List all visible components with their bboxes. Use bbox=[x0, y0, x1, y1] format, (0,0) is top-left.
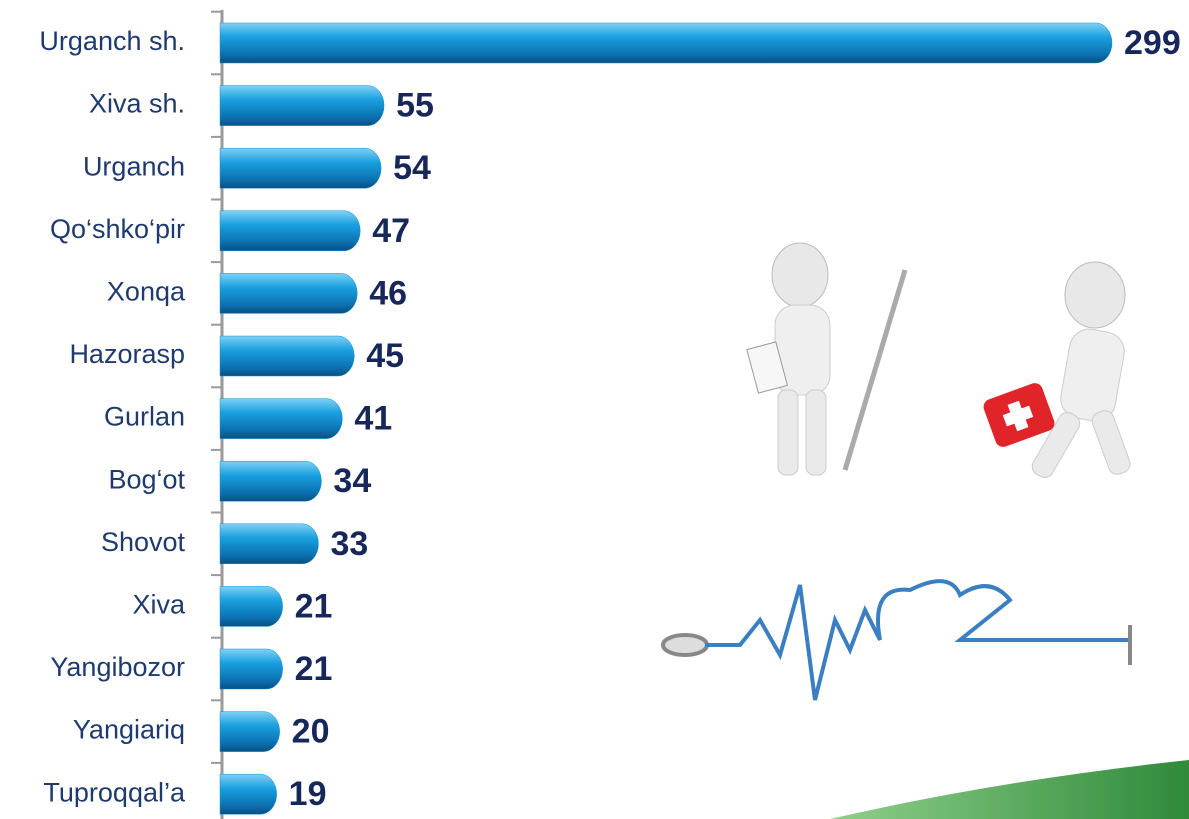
bar bbox=[219, 523, 319, 565]
category-label: Gurlan bbox=[104, 402, 185, 432]
bar bbox=[219, 147, 382, 189]
value-label: 21 bbox=[295, 587, 333, 625]
category-label: Shovot bbox=[101, 527, 186, 557]
bar bbox=[219, 210, 361, 252]
bar bbox=[219, 22, 1113, 64]
decorative-swoosh bbox=[830, 760, 1189, 819]
value-label: 55 bbox=[396, 87, 434, 125]
doctor-illustration bbox=[746, 242, 908, 476]
category-label: Yangibozor bbox=[50, 652, 185, 682]
bar bbox=[219, 460, 322, 502]
bar bbox=[219, 773, 277, 815]
category-label: Bog‘ot bbox=[108, 464, 185, 494]
value-label: 47 bbox=[372, 212, 410, 250]
bar bbox=[219, 335, 355, 377]
value-label: 54 bbox=[393, 149, 431, 187]
value-label: 46 bbox=[369, 274, 407, 312]
value-label: 45 bbox=[366, 337, 404, 375]
value-label: 20 bbox=[292, 713, 330, 751]
bar bbox=[219, 648, 283, 690]
category-label: Hazorasp bbox=[69, 339, 185, 369]
value-label: 21 bbox=[295, 650, 333, 688]
bar bbox=[219, 85, 385, 126]
category-label: Xiva bbox=[132, 590, 186, 620]
bar bbox=[219, 711, 280, 752]
value-label: 34 bbox=[333, 462, 371, 500]
bar bbox=[219, 273, 358, 314]
value-label: 33 bbox=[330, 525, 368, 563]
value-label: 19 bbox=[289, 775, 327, 813]
category-label: Xiva sh. bbox=[89, 89, 185, 119]
bar bbox=[219, 586, 283, 627]
value-label: 299 bbox=[1124, 24, 1181, 62]
stethoscope-heartbeat bbox=[661, 579, 1132, 701]
category-label: Yangiariq bbox=[73, 715, 185, 745]
category-label: Xonqa bbox=[107, 277, 186, 307]
category-label: Qo‘shko‘pir bbox=[50, 214, 185, 244]
bar bbox=[219, 398, 343, 439]
category-label: Urganch sh. bbox=[39, 26, 185, 56]
category-label: Urganch bbox=[83, 151, 185, 181]
category-label: Tuproqqal’a bbox=[43, 777, 186, 807]
value-label: 41 bbox=[354, 400, 392, 438]
runner-illustration bbox=[983, 261, 1131, 479]
